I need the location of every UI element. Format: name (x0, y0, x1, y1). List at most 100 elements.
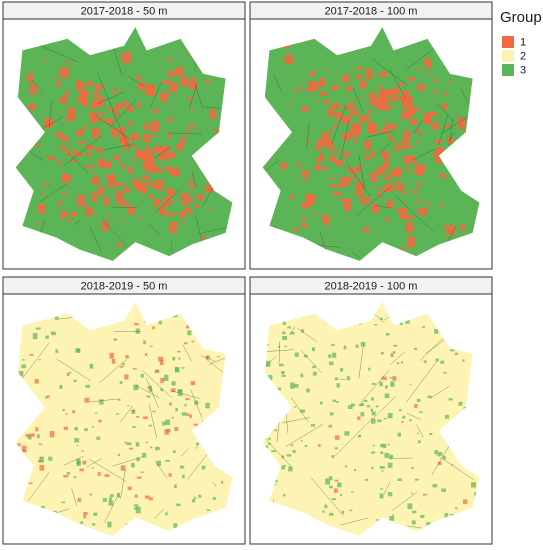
map-patch (172, 450, 176, 453)
map-patch (425, 75, 428, 78)
map-patch (407, 187, 411, 190)
map-patch (159, 205, 167, 213)
map-patch (124, 100, 129, 104)
road (339, 378, 346, 380)
road (289, 326, 296, 336)
road (194, 82, 204, 110)
map-patch (147, 386, 150, 389)
map-patch (358, 66, 364, 71)
road (154, 508, 164, 520)
map-patch (101, 163, 109, 169)
map-patch (175, 66, 185, 77)
map-patch (192, 499, 196, 503)
road (97, 73, 115, 112)
map-patch (387, 135, 393, 141)
map-patch (113, 155, 119, 161)
map-patch (29, 83, 38, 95)
map-patch (410, 145, 414, 149)
map-patch (57, 161, 62, 165)
map-patch (426, 522, 431, 526)
map-patch (143, 416, 148, 420)
map-patch (63, 90, 68, 93)
map-patch (319, 91, 328, 96)
map-patch (274, 429, 278, 432)
map-patch (344, 176, 351, 181)
road (416, 424, 424, 438)
map-patch (440, 139, 444, 143)
map-patch (174, 201, 177, 204)
map-patch (39, 457, 42, 458)
map-patch (140, 374, 144, 378)
map-patch (337, 482, 342, 488)
map-patch (383, 417, 387, 420)
road (182, 344, 193, 362)
map-patch (312, 212, 316, 216)
map-patch (177, 389, 183, 396)
road (448, 120, 453, 147)
road (412, 148, 436, 161)
map-patch (423, 112, 432, 122)
map-patch (368, 68, 372, 72)
map-patch (21, 364, 27, 369)
map-patch (421, 163, 424, 165)
map-patch (90, 192, 98, 202)
map-patch (331, 498, 337, 501)
map-patch (165, 512, 168, 516)
map-patch (286, 454, 292, 457)
map-patch (351, 491, 354, 493)
map-patch (61, 173, 69, 183)
map-patch (411, 467, 414, 469)
map-patch (392, 376, 397, 381)
map-patch (117, 453, 120, 456)
map (262, 302, 480, 536)
map-patch (55, 147, 59, 150)
map-patch (182, 474, 185, 479)
map-patch (315, 142, 322, 151)
map-patch (358, 435, 361, 437)
map-patch (396, 182, 404, 192)
map-patch (66, 61, 71, 64)
map-patch (163, 374, 169, 381)
road (148, 223, 161, 237)
map-patch (403, 213, 408, 217)
road (285, 424, 323, 447)
road (120, 468, 126, 499)
map-patch (150, 134, 155, 138)
map-patch (75, 348, 80, 353)
map-patch (142, 134, 151, 143)
map-patch (443, 223, 446, 227)
map-patch (359, 115, 369, 122)
road (449, 132, 455, 140)
map-patch (368, 367, 371, 371)
map-patch (359, 193, 365, 197)
map-patch (76, 194, 86, 207)
map-patch (168, 221, 177, 233)
map-patch (377, 419, 382, 423)
map-patch (380, 71, 388, 78)
map-patch (366, 70, 373, 80)
road (262, 355, 277, 392)
map-patch (377, 131, 380, 133)
map-patch (309, 71, 316, 76)
map-patch (91, 523, 96, 526)
panel-title: 2017-2018 - 100 m (325, 5, 418, 17)
map-patch (409, 118, 418, 125)
map-patch (352, 122, 362, 134)
map-patch (330, 184, 339, 189)
map-patch (115, 182, 123, 187)
map-patch (417, 84, 426, 91)
map-patch (146, 152, 154, 163)
map-patch (65, 149, 71, 157)
map-patch (377, 104, 382, 109)
map-patch (79, 90, 89, 102)
legend-label: 3 (520, 64, 526, 76)
map-patch (381, 376, 387, 381)
map-patch (311, 347, 316, 352)
map-patch (350, 403, 355, 407)
road (406, 413, 421, 420)
map-patch (402, 191, 408, 194)
map-patch (132, 367, 137, 370)
map-patch (174, 367, 179, 372)
map-patch (331, 102, 340, 109)
